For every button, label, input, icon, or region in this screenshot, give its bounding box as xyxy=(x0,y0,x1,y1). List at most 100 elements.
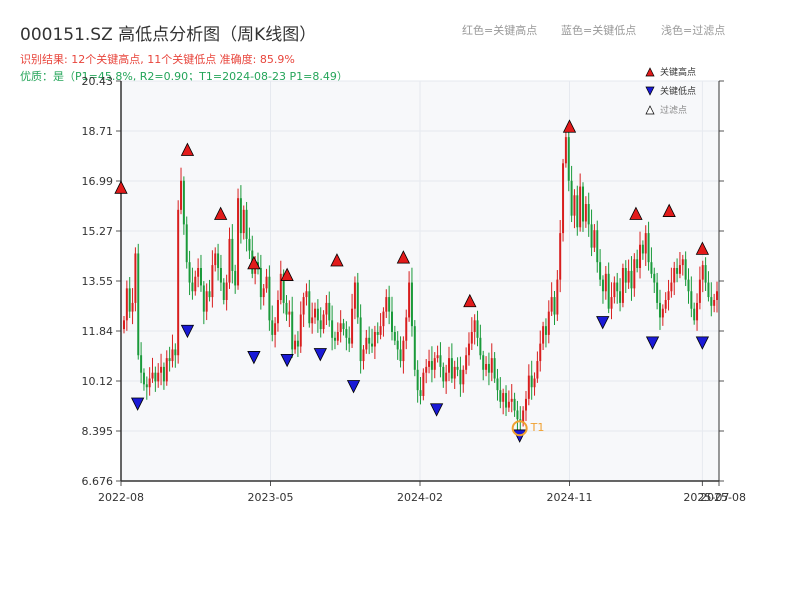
candle-body xyxy=(527,375,530,399)
candle-body xyxy=(442,366,445,382)
candle-body xyxy=(487,363,490,373)
y-tick-label: 16.99 xyxy=(82,175,114,188)
candle-body xyxy=(405,317,408,341)
legend-label: 过滤点 xyxy=(660,104,687,116)
candle-body xyxy=(316,308,319,321)
key-high-marker xyxy=(330,253,344,267)
candle-body xyxy=(485,363,488,370)
candle-body xyxy=(690,291,693,309)
candle-body xyxy=(197,268,200,277)
candle-body xyxy=(131,302,134,312)
x-tick-label: 2024-11 xyxy=(547,491,593,504)
candle-body xyxy=(644,233,647,254)
candle-body xyxy=(217,253,220,269)
candle-body xyxy=(616,282,619,292)
candle-body xyxy=(382,311,385,327)
key-high-marker xyxy=(247,256,261,270)
quality-summary: 优质：是（P1=45.8%, R2=0.90；T1=2024-08-23 P1=… xyxy=(20,70,348,83)
candle-body xyxy=(174,349,177,356)
candle-body xyxy=(639,244,642,269)
y-tick-label: 8.395 xyxy=(82,425,114,438)
candle-body xyxy=(507,401,510,408)
candle-body xyxy=(619,291,622,303)
key-high-marker xyxy=(214,206,228,220)
candle-body xyxy=(445,372,448,382)
candle-body xyxy=(399,349,402,362)
candle-body xyxy=(570,180,573,216)
candle-body xyxy=(214,253,217,266)
candle-body xyxy=(296,340,299,347)
candle-body xyxy=(450,358,453,379)
candle-body xyxy=(137,253,140,356)
candle-body xyxy=(670,282,673,292)
candle-body xyxy=(621,268,624,303)
key-low-marker xyxy=(645,336,660,350)
candle-body xyxy=(148,378,151,388)
candle-body xyxy=(371,343,374,347)
candle-body xyxy=(282,273,285,303)
candle-body xyxy=(684,259,687,280)
y-tick-label: 18.71 xyxy=(82,125,114,138)
candle-body xyxy=(419,390,422,396)
candle-body xyxy=(336,331,339,341)
candle-body xyxy=(539,343,542,362)
candle-body xyxy=(656,282,659,303)
candle-body xyxy=(536,361,539,379)
candle-body xyxy=(185,224,188,263)
candle-body xyxy=(299,314,302,347)
candle-body xyxy=(123,320,125,330)
candle-body xyxy=(396,340,399,350)
candle-body xyxy=(237,198,240,286)
candle-body xyxy=(308,291,311,324)
candle-body xyxy=(490,358,493,373)
key-high-marker xyxy=(562,119,577,133)
candle-body xyxy=(673,268,676,283)
candle-body xyxy=(205,291,208,312)
candle-body xyxy=(402,340,405,362)
candle-body xyxy=(476,320,479,338)
candle-body xyxy=(234,270,237,286)
candle-body xyxy=(248,238,251,251)
candle-body xyxy=(294,340,297,350)
candle-body xyxy=(194,276,197,292)
legend-label: 关键高点 xyxy=(660,66,696,78)
key-high-marker xyxy=(695,241,710,255)
candle-body xyxy=(416,369,419,391)
candle-body xyxy=(348,337,351,344)
key-low-marker xyxy=(247,351,261,365)
y-tick-label: 13.55 xyxy=(82,275,114,288)
candle-body xyxy=(171,349,174,362)
candle-body xyxy=(439,355,442,367)
y-tick-label: 6.676 xyxy=(82,475,114,488)
candle-body xyxy=(425,366,428,373)
candle-body xyxy=(587,204,590,225)
candle-body xyxy=(408,282,411,318)
candle-body xyxy=(365,337,368,350)
candle-body xyxy=(453,366,456,379)
candle-body xyxy=(140,355,143,373)
t1-marker xyxy=(511,420,528,437)
page-title: 000151.SZ 高低点分析图（周K线图） xyxy=(20,25,317,45)
candle-body xyxy=(430,361,433,370)
y-tick-label: 10.12 xyxy=(82,375,114,388)
candle-body xyxy=(188,262,191,283)
candle-body xyxy=(482,355,485,370)
candle-body xyxy=(388,297,391,312)
candle-body xyxy=(678,265,681,274)
candle-body xyxy=(333,337,336,341)
candle-body xyxy=(180,180,183,210)
key-high-marker xyxy=(396,250,411,264)
result-summary: 识别结果: 12个关键高点, 11个关键低点 准确度: 85.9% xyxy=(20,53,295,66)
candle-body xyxy=(513,398,516,411)
candle-body xyxy=(390,311,393,332)
candle-body xyxy=(696,302,699,321)
candle-body xyxy=(596,230,599,263)
candle-body xyxy=(345,329,348,338)
candle-body xyxy=(542,326,545,344)
candle-body xyxy=(530,375,533,388)
key-low-marker xyxy=(313,348,327,362)
top-legend-low: 蓝色=关键低点 xyxy=(561,24,637,37)
candle-body xyxy=(191,282,194,292)
candle-body xyxy=(636,259,639,269)
